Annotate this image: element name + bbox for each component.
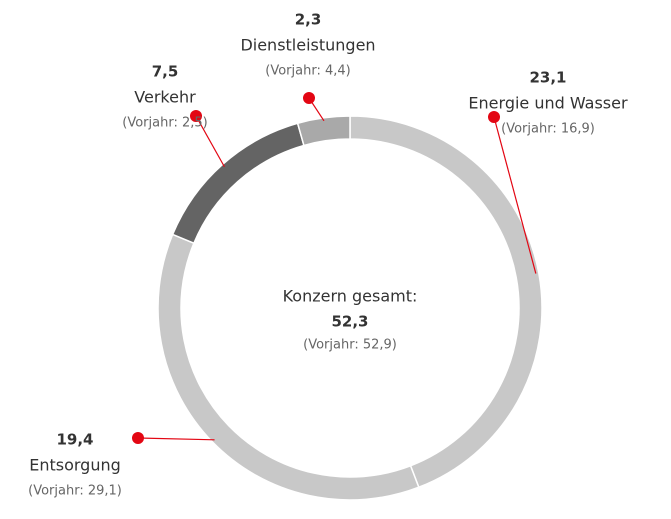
previous-label: (Vorjahr: 2,5) bbox=[122, 116, 207, 131]
center-total: 52,3 bbox=[331, 313, 368, 331]
center-previous: (Vorjahr: 52,9) bbox=[303, 338, 397, 353]
value-label: 7,5 bbox=[152, 63, 179, 81]
previous-label: (Vorjahr: 16,9) bbox=[501, 122, 595, 137]
category-label: Entsorgung bbox=[29, 456, 121, 475]
leader-dot bbox=[190, 110, 202, 122]
category-label: Verkehr bbox=[134, 88, 196, 107]
previous-label: (Vorjahr: 29,1) bbox=[28, 484, 122, 499]
category-label: Dienstleistungen bbox=[240, 36, 375, 55]
category-label: Energie und Wasser bbox=[468, 94, 628, 113]
donut-segment bbox=[171, 122, 305, 245]
value-label: 2,3 bbox=[295, 11, 322, 29]
center-label: Konzern gesamt: bbox=[283, 287, 418, 306]
leader-dot bbox=[488, 111, 500, 123]
donut-segment bbox=[296, 115, 351, 147]
previous-label: (Vorjahr: 4,4) bbox=[265, 64, 350, 79]
value-label: 19,4 bbox=[56, 431, 93, 449]
leader-line bbox=[195, 115, 225, 168]
donut-segment bbox=[157, 233, 420, 501]
leader-dot bbox=[132, 432, 144, 444]
leader-line bbox=[493, 116, 537, 274]
leader-dot bbox=[303, 92, 315, 104]
value-label: 23,1 bbox=[529, 69, 566, 87]
leader-line bbox=[137, 437, 215, 441]
